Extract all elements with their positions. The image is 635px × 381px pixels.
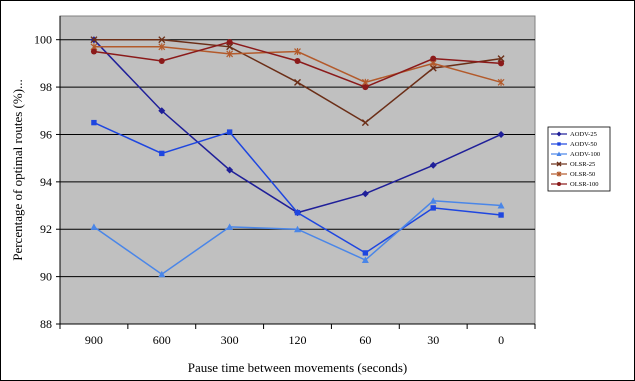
series-group	[90, 36, 505, 278]
data-point	[159, 150, 165, 157]
x-tick-label: 600	[153, 333, 171, 347]
data-point	[226, 43, 234, 51]
data-point	[498, 212, 504, 218]
y-tick-label: 88	[40, 317, 52, 331]
data-point	[361, 256, 369, 264]
series-olsr-25	[90, 36, 505, 127]
data-point	[361, 119, 369, 127]
data-point	[497, 55, 505, 63]
legend-item: AODV-100	[551, 151, 600, 158]
data-point	[158, 270, 166, 278]
data-point	[158, 36, 166, 44]
data-point-stroke	[497, 55, 505, 63]
x-tick-label: 60	[359, 333, 371, 347]
data-point	[91, 119, 97, 126]
data-point	[497, 130, 505, 138]
legend-item: OLSR-100	[551, 181, 599, 188]
x-tick-label: 0	[498, 333, 504, 347]
data-point-stroke	[90, 36, 98, 44]
data-point	[226, 223, 234, 230]
series-aodv-50	[91, 119, 504, 256]
legend-label: OLSR-100	[570, 181, 599, 188]
data-point	[294, 225, 301, 233]
data-point	[90, 36, 98, 44]
x-tick-label: 120	[289, 333, 307, 347]
data-point	[158, 107, 166, 115]
data-point	[497, 202, 505, 209]
data-point-stroke	[556, 161, 562, 167]
x-tick-label: 30	[427, 333, 439, 347]
data-point	[362, 84, 369, 91]
data-point	[294, 58, 301, 65]
series-olsr-100	[90, 39, 505, 91]
y-tick-labels: 88 90 92 94 96 98 100	[34, 33, 52, 331]
y-tick-label: 100	[34, 33, 52, 47]
legend: AODV-25 AODV-50 AODV-100 OLSR-25 OLSR-50 OLSR…	[547, 126, 611, 192]
y-tick-label: 96	[40, 127, 52, 141]
x-axis-title: Pause time between movements (seconds)	[188, 360, 408, 375]
data-point	[556, 131, 562, 137]
data-point	[226, 166, 234, 174]
y-tick-label: 94	[40, 175, 52, 189]
data-point	[556, 161, 562, 167]
data-point	[158, 43, 166, 51]
data-point-stroke	[226, 43, 234, 51]
data-point	[226, 129, 233, 135]
legend-item: AODV-25	[551, 131, 597, 138]
series-aodv-100	[90, 197, 505, 278]
legend-label: AODV-50	[570, 141, 597, 148]
data-point	[429, 161, 437, 169]
legend-label: OLSR-50	[570, 171, 595, 178]
legend-label: AODV-100	[570, 151, 600, 158]
data-point	[556, 151, 562, 156]
data-point-stroke	[294, 78, 301, 86]
data-point	[294, 78, 301, 86]
legend-label: AODV-25	[570, 131, 597, 138]
x-tick-labels: 900 600 300 120 60 30 0	[85, 333, 504, 347]
data-point	[90, 48, 97, 55]
data-point	[362, 250, 369, 256]
data-point	[158, 58, 165, 65]
data-point	[430, 55, 437, 62]
data-point	[557, 142, 561, 146]
gridlines	[56, 39, 535, 325]
data-point	[430, 205, 436, 211]
legend-item: AODV-50	[551, 141, 597, 148]
data-point-stroke	[158, 36, 166, 44]
y-tick-label: 98	[40, 80, 52, 94]
legend-item: OLSR-25	[551, 161, 595, 168]
plot-area	[59, 15, 536, 325]
legend-label: OLSR-25	[570, 161, 595, 168]
data-point	[429, 197, 437, 204]
data-point	[294, 209, 301, 216]
legend-item: OLSR-50	[551, 171, 595, 178]
data-point	[226, 39, 233, 46]
data-point	[226, 50, 234, 58]
x-tick-label: 900	[85, 333, 103, 347]
data-point	[90, 223, 98, 230]
legend-box	[547, 126, 611, 192]
x-tick-label: 300	[221, 333, 239, 347]
data-point	[557, 182, 561, 186]
data-point	[361, 190, 369, 198]
data-point	[497, 78, 505, 86]
data-point-stroke	[361, 119, 369, 127]
axes	[59, 16, 536, 329]
y-axis-title: Percentage of optimal routes (%)...	[10, 79, 25, 261]
data-point	[556, 171, 562, 177]
y-tick-label: 92	[40, 222, 52, 236]
data-point	[498, 60, 505, 67]
y-tick-label: 90	[40, 270, 52, 284]
data-point	[294, 48, 301, 56]
